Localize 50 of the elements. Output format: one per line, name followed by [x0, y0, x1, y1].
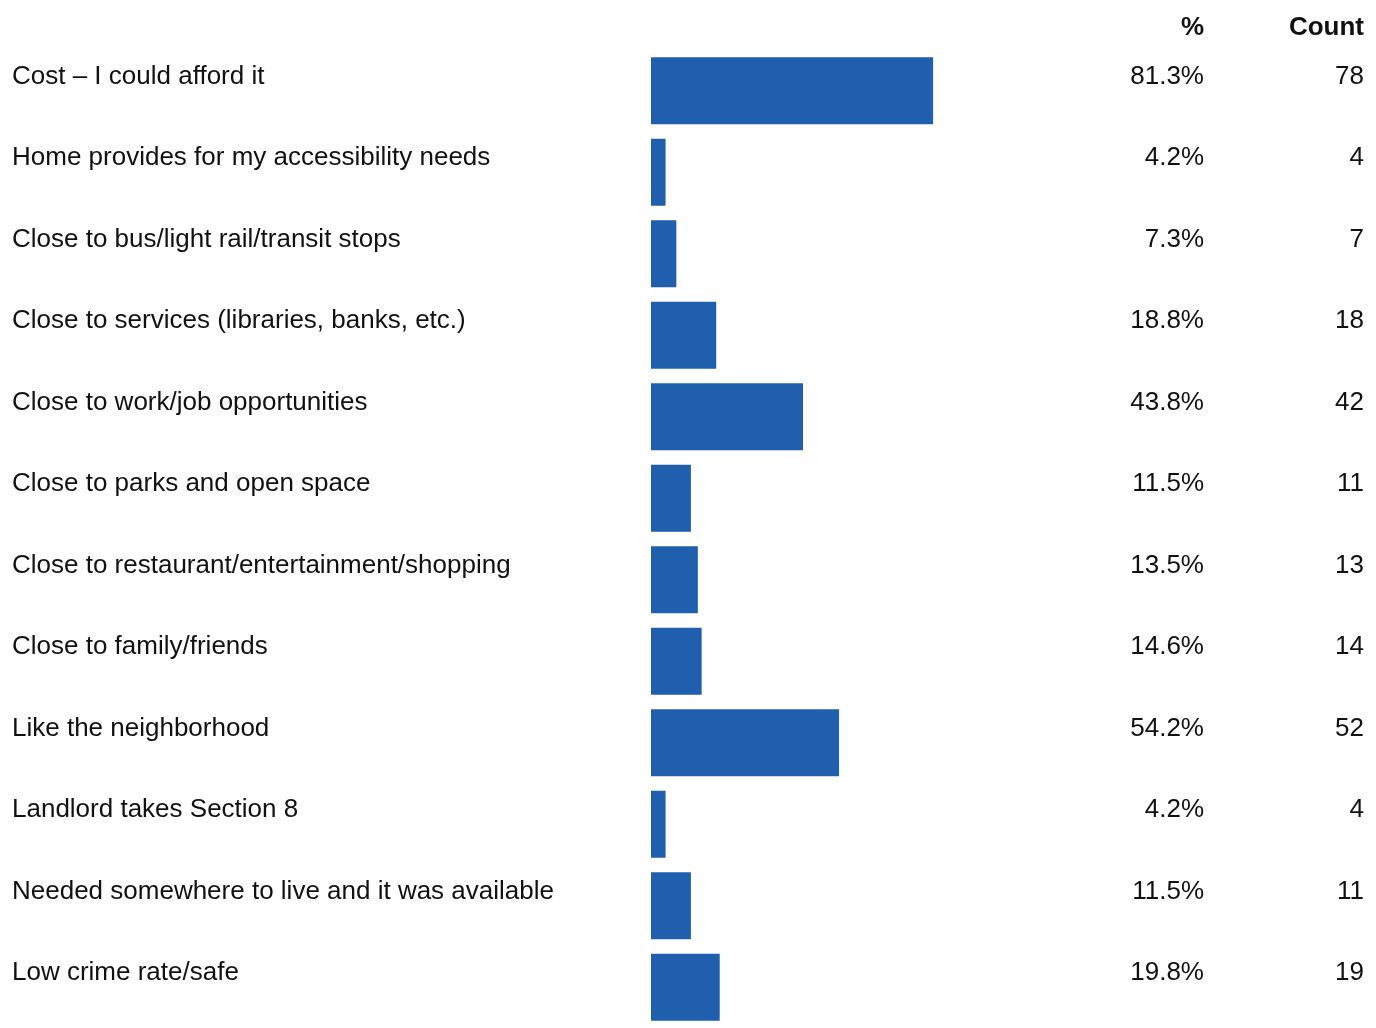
text: %: [1180, 11, 1204, 42]
bar: [651, 301, 717, 369]
text: 11: [1337, 874, 1364, 905]
text: 14: [1335, 630, 1364, 661]
text: 42: [1335, 385, 1364, 416]
bar: [651, 627, 702, 695]
y-tick-label: Cost – I could afford it: [12, 59, 266, 90]
bar: [651, 709, 840, 777]
data-label: 4.2%: [1144, 793, 1204, 824]
y-tick-label: Close to family/friends: [12, 630, 268, 661]
data-label: 13.5%: [1130, 548, 1204, 579]
y-tick-label: Like the neighborhood: [12, 711, 270, 742]
data-label: 14.6%: [1130, 630, 1204, 661]
text: Count: [1288, 11, 1365, 42]
bar: [651, 872, 691, 940]
y-tick-label: Landlord takes Section 8: [12, 793, 299, 824]
data-label: 4.2%: [1144, 141, 1204, 172]
bar: [651, 220, 677, 288]
text: 19: [1335, 956, 1364, 987]
text: 11: [1337, 467, 1364, 498]
y-tick-label: Home provides for my accessibility needs: [12, 141, 491, 172]
y-tick-label: Needed somewhere to live and it was available: [12, 874, 554, 905]
text: 78: [1335, 59, 1364, 90]
data-label: 18.8%: [1130, 304, 1204, 335]
bar: [651, 57, 934, 125]
y-tick-label: Close to parks and open space: [12, 467, 371, 498]
data-label: 19.8%: [1130, 956, 1204, 987]
y-tick-label: Close to restaurant/entertainment/shopping: [12, 548, 511, 579]
data-label: 11.5%: [1132, 467, 1204, 498]
bar: [651, 790, 666, 858]
y-tick-label: Close to services (libraries, banks, etc.): [12, 304, 466, 335]
bar: [651, 464, 691, 532]
y-tick-label: Close to work/job opportunities: [12, 385, 368, 416]
text: 52: [1335, 711, 1364, 742]
data-label: 81.3%: [1130, 59, 1204, 90]
bar: [651, 138, 666, 206]
text: 18: [1335, 304, 1364, 335]
text: 4: [1349, 141, 1364, 172]
data-label: 54.2%: [1130, 711, 1204, 742]
bar: [651, 953, 720, 1021]
data-label: 7.3%: [1144, 222, 1204, 253]
data-label: 43.8%: [1130, 385, 1204, 416]
text: 4: [1349, 793, 1364, 824]
y-tick-label: Low crime rate/safe: [12, 956, 239, 987]
text: 13: [1335, 548, 1364, 579]
y-tick-label: Close to bus/light rail/transit stops: [12, 222, 401, 253]
data-label: 11.5%: [1132, 874, 1204, 905]
bar: [651, 383, 803, 451]
bar: [651, 546, 698, 614]
text: 7: [1349, 222, 1364, 253]
